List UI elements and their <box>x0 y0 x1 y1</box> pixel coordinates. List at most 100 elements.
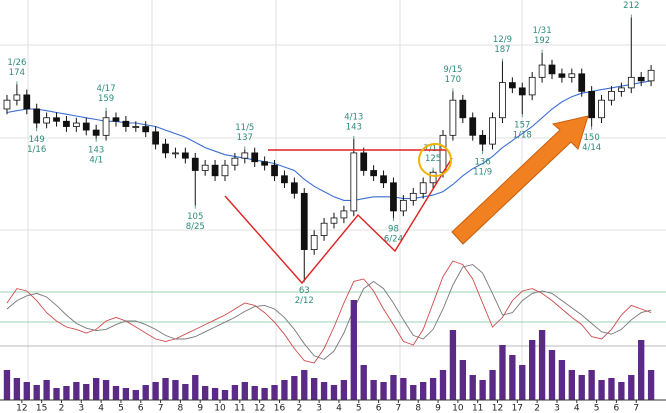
annotation-label: 143 <box>346 122 362 132</box>
annotation-label: 150 <box>584 133 600 143</box>
volume-bar <box>449 330 457 400</box>
volume-bar <box>647 370 655 400</box>
x-tick-label: 9 <box>435 404 441 413</box>
volume-bar <box>102 380 110 400</box>
candle-body <box>449 99 457 136</box>
annotation-label: 6/24 <box>384 234 403 244</box>
oscillator-line <box>6 260 652 364</box>
volume-bar <box>271 385 278 400</box>
x-tick-label: 7 <box>396 404 402 413</box>
candle-body <box>261 161 268 166</box>
volume-bar <box>469 375 476 400</box>
volume-bar <box>43 380 50 400</box>
candle-body <box>201 164 209 171</box>
drawn-annotations <box>224 115 589 285</box>
annotation-label: 12/9 <box>493 35 512 45</box>
x-tick-label: 15 <box>36 404 47 413</box>
annotation-label: 7/13 <box>424 144 443 154</box>
volume-bar <box>261 388 268 400</box>
candle-body <box>409 192 417 201</box>
candle-body <box>211 164 219 177</box>
volume-bar <box>370 380 377 400</box>
candle-body <box>251 152 259 163</box>
volume-bar <box>13 378 21 400</box>
x-tick-label: 6 <box>614 404 620 413</box>
annotation-label: 137 <box>237 133 253 143</box>
x-tick-label: 7 <box>158 404 164 413</box>
x-axis: 12 15 2 3 4 5 6 7 8 9 10 11 12 16 2 3 4 5 6 7 8 9 10 11 12 17 2 3 4 5… <box>0 399 666 413</box>
x-tick-label: 2 <box>534 404 540 413</box>
volume-bar <box>291 376 298 400</box>
x-tick-label: 10 <box>452 404 464 413</box>
candle-body <box>172 152 179 155</box>
annotation-label: 212 <box>623 1 639 11</box>
candle-body <box>53 117 60 122</box>
volume-bar <box>301 370 308 400</box>
volume-bar <box>548 350 556 400</box>
candle-body <box>489 117 496 145</box>
volume-bar <box>3 370 11 400</box>
volume-bar <box>420 382 427 400</box>
candle-body <box>23 94 31 110</box>
annotation-label: 159 <box>98 94 114 104</box>
candle-body <box>92 129 100 136</box>
candle-body <box>479 134 487 145</box>
volume-bar <box>211 388 219 400</box>
candle-body <box>271 164 278 177</box>
x-tick-label: 3 <box>316 404 322 413</box>
x-tick-label: 5 <box>594 404 600 413</box>
layout-grid <box>0 0 666 400</box>
volume-bar <box>568 370 575 400</box>
candle-body <box>469 117 477 136</box>
annotation-label: 105 <box>187 212 203 222</box>
candle-body <box>340 210 348 219</box>
volume-bar <box>241 382 248 400</box>
candle-body <box>370 170 378 177</box>
candle-body <box>548 64 556 75</box>
candle-body <box>122 120 130 127</box>
candle-body <box>538 64 546 78</box>
volume-bar <box>192 375 199 400</box>
candle-body <box>152 131 159 145</box>
volume-bar <box>231 385 239 400</box>
volume-bar <box>63 386 70 400</box>
volume-bar <box>400 378 407 400</box>
annotation-label: 170 <box>445 75 461 85</box>
x-tick-label: 9 <box>197 404 203 413</box>
candle-body <box>380 175 387 184</box>
volume-bar <box>509 355 516 400</box>
candle-body <box>33 108 41 124</box>
trend-arrow <box>451 115 589 245</box>
annotation-label: 11/9 <box>473 168 492 178</box>
x-tick-label: 8 <box>178 404 184 413</box>
candle-body <box>390 182 397 212</box>
volume-bar <box>33 385 40 400</box>
candle-body <box>320 222 328 236</box>
candle-body <box>72 122 80 127</box>
volume-bar <box>429 378 437 400</box>
volume-bar <box>439 370 447 400</box>
volume-bar <box>330 385 338 400</box>
volume-bar <box>311 378 318 400</box>
candle-body <box>528 76 536 96</box>
volume-bar <box>598 380 605 400</box>
volume-bar <box>489 370 496 400</box>
x-tick-label: 7 <box>633 404 639 413</box>
candle-body <box>459 99 467 119</box>
candle-body <box>588 90 596 119</box>
volume-bar <box>519 365 526 400</box>
x-tick-label: 12 <box>492 404 503 413</box>
candle-body <box>647 69 655 82</box>
volume-panel <box>3 300 655 400</box>
x-tick-label: 4 <box>98 404 104 413</box>
candle-body <box>132 126 140 128</box>
annotation-label: 187 <box>494 45 510 55</box>
annotation-label: 174 <box>9 68 25 78</box>
volume-bar <box>92 378 100 400</box>
volume-bar <box>360 365 367 400</box>
annotation-label: 4/17 <box>97 84 116 94</box>
volume-bar <box>122 388 130 400</box>
annotation-label: 143 <box>88 145 104 155</box>
annotation-label: 11/5 <box>235 123 254 133</box>
